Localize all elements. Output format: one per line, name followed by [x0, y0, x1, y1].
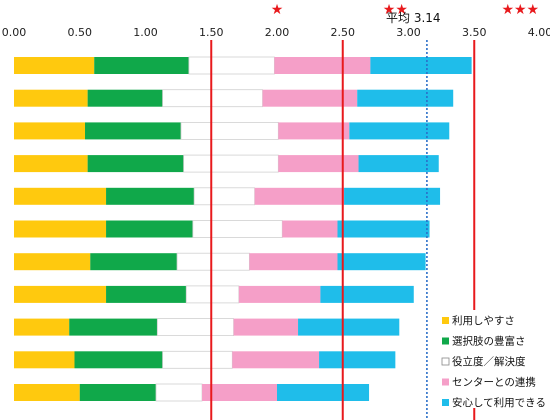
bar-segment — [74, 351, 163, 369]
bar-segment — [162, 89, 263, 108]
bar-segment — [155, 383, 203, 402]
x-tick-label: 2.00 — [265, 26, 290, 39]
bar-segment — [278, 155, 359, 173]
legend-swatch — [442, 378, 449, 386]
x-tick-label: 3.50 — [462, 26, 487, 39]
bar-segment — [262, 89, 358, 107]
bar-segment — [14, 318, 70, 336]
star-marker: ★★ — [383, 2, 408, 18]
bar-segment — [183, 154, 279, 173]
star-marker: ★ — [271, 2, 284, 18]
bar-segment — [370, 57, 472, 74]
legend-label: 選択肢の豊富さ — [452, 335, 526, 348]
x-tick-label: 2.50 — [331, 26, 356, 39]
bar-segment — [357, 89, 454, 107]
legend-swatch — [441, 357, 450, 366]
bar-segment — [188, 56, 275, 75]
bar-segment — [344, 187, 441, 205]
bar-segment — [87, 89, 163, 107]
legend-swatch — [442, 399, 449, 406]
legend-swatch — [442, 317, 449, 324]
x-tick-label: 1.00 — [133, 26, 158, 39]
bar-segment — [14, 187, 107, 205]
bar-segment — [192, 220, 283, 238]
legend-label: センターとの連携 — [452, 376, 536, 389]
bar-segment — [94, 57, 189, 74]
bar-segment — [202, 384, 277, 401]
bar-segment — [249, 253, 338, 271]
x-tick-label: 0.00 — [2, 26, 27, 39]
bar-segment — [106, 220, 193, 238]
bar-segment — [238, 285, 321, 303]
legend-background — [436, 310, 550, 408]
bar-segment — [193, 187, 256, 206]
legend-label: 役立度／解決度 — [452, 355, 526, 368]
bar-segment — [298, 318, 400, 336]
bar-segment — [278, 122, 350, 140]
bar-segment — [90, 253, 178, 271]
bar-segment — [254, 187, 345, 205]
star-marker: ★★★ — [501, 2, 539, 18]
bar-segment — [79, 384, 157, 401]
bar-segment — [14, 155, 88, 173]
bar-segment — [274, 57, 371, 74]
x-tick-label: 3.00 — [396, 26, 421, 39]
legend-swatch — [442, 337, 449, 345]
bar-segment — [277, 384, 370, 401]
legend-label: 利用しやすさ — [452, 315, 515, 327]
bar-segment — [69, 318, 158, 336]
bar-segment — [14, 351, 75, 369]
bar-segment — [282, 220, 338, 238]
bars-layer — [14, 56, 472, 402]
bar-segment — [185, 285, 240, 304]
bar-segment — [337, 253, 426, 271]
bar-segment — [358, 155, 439, 173]
bar-segment — [14, 89, 88, 107]
bar-segment — [14, 285, 107, 303]
bar-segment — [85, 122, 182, 140]
average-label: 平均 3.14 — [386, 11, 441, 25]
bar-segment — [106, 187, 195, 205]
bar-segment — [337, 220, 430, 238]
x-tick-label: 0.50 — [68, 26, 93, 39]
bar-segment — [349, 122, 450, 140]
bar-segment — [87, 155, 184, 173]
bar-segment — [156, 318, 235, 337]
bar-segment — [14, 122, 86, 140]
bar-segment — [14, 220, 107, 238]
x-tick-label: 4.00 — [528, 26, 550, 39]
x-tick-label: 1.50 — [199, 26, 224, 39]
bar-segment — [106, 285, 187, 303]
bar-segment — [233, 318, 299, 336]
bar-segment — [14, 384, 80, 401]
bar-segment — [162, 350, 233, 369]
bar-segment — [319, 351, 396, 369]
bar-segment — [232, 351, 320, 369]
bar-segment — [320, 285, 414, 303]
bar-segment — [180, 122, 279, 140]
bar-segment — [176, 252, 250, 271]
x-axis-ticks: 0.00 0.50 1.00 1.50 2.00 2.50 3.00 3.50 4.00 — [2, 26, 550, 39]
legend-label: 安心して利用できる — [452, 396, 546, 409]
star-markers: ★ ★★ ★★★ — [271, 2, 539, 18]
bar-segment — [14, 57, 95, 74]
bar-segment — [14, 253, 91, 271]
